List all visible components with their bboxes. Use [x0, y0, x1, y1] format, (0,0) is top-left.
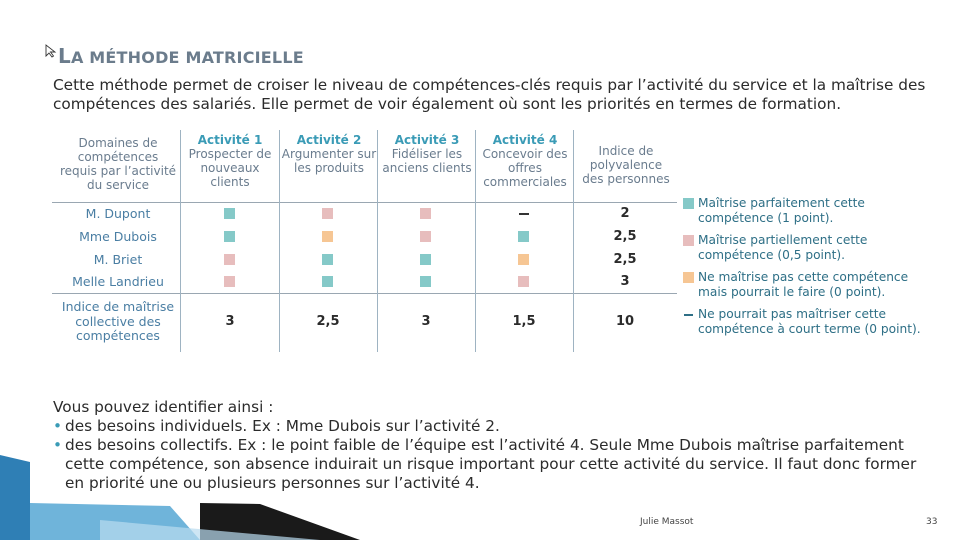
decorative-wave	[0, 455, 360, 540]
column-header-activite-3: Activité 3 Fidéliser les anciens clients	[382, 133, 472, 175]
header-divider	[52, 202, 677, 203]
bullet-individual: des besoins individuels. Ex : Mme Dubois…	[53, 417, 933, 436]
bullet-collective: des besoins collectifs. Ex : le point fa…	[53, 436, 933, 493]
row-label: Mme Dubois	[79, 229, 157, 244]
footer-author: Julie Massot	[640, 517, 694, 527]
column-divider	[475, 130, 476, 352]
legend-item-pink: Maîtrise partiellement cette compétence …	[683, 233, 928, 263]
pink-square-mark	[224, 254, 235, 265]
column-header-activite-2: Activité 2 Argumenter sur les produits	[281, 133, 377, 175]
collective-value: 1,5	[512, 314, 536, 329]
collective-value: 3	[225, 314, 235, 329]
pink-square-mark	[420, 208, 431, 219]
teal-square-mark	[518, 231, 529, 242]
teal-square-mark	[322, 276, 333, 287]
conclusion-text: Vous pouvez identifier ainsi : des besoi…	[53, 398, 933, 493]
legend-item-teal: Maîtrise parfaitement cette compétence (…	[683, 196, 928, 226]
legend-item-dash: Ne pourrait pas maîtriser cette compéten…	[683, 307, 928, 337]
orange-square-mark	[518, 254, 529, 265]
body-divider	[52, 293, 677, 294]
row-index-value: 2	[620, 206, 630, 221]
row-index-value: 2,5	[613, 252, 637, 267]
column-header-activite-1: Activité 1 Prospecter de nouveaux clients	[188, 133, 272, 189]
collective-value: 10	[615, 314, 635, 329]
pink-square-mark	[322, 208, 333, 219]
pink-square-mark	[518, 276, 529, 287]
column-divider	[279, 130, 280, 352]
collective-value: 2,5	[316, 314, 340, 329]
column-header-activite-4: Activité 4 Concevoir des offres commercia…	[482, 133, 568, 189]
row-label: M. Briet	[93, 252, 143, 267]
pointer-bullet-icon	[45, 44, 57, 58]
legend-item-orange: Ne maîtrise pas cette compétence mais po…	[683, 270, 928, 300]
column-divider	[180, 130, 181, 352]
pink-square-mark	[224, 276, 235, 287]
conclusion-lead: Vous pouvez identifier ainsi :	[53, 398, 274, 416]
row-label: Melle Landrieu	[72, 274, 164, 289]
legend: Maîtrise parfaitement cette compétence (…	[683, 196, 928, 344]
teal-square-mark	[224, 231, 235, 242]
intro-paragraph: Cette méthode permet de croiser le nivea…	[53, 76, 926, 113]
orange-square-icon	[683, 272, 694, 283]
orange-square-mark	[322, 231, 333, 242]
column-divider	[573, 130, 574, 352]
collective-value: 3	[421, 314, 431, 329]
collective-index-label: Indice de maîtrise collective des compét…	[61, 299, 175, 343]
teal-square-mark	[322, 254, 333, 265]
page-title: LA MÉTHODE MATRICIELLE	[58, 44, 304, 68]
dash-icon	[684, 314, 693, 316]
column-divider	[377, 130, 378, 352]
row-label: M. Dupont	[85, 206, 151, 221]
teal-square-mark	[420, 254, 431, 265]
row-index-value: 2,5	[613, 229, 637, 244]
pink-square-icon	[683, 235, 694, 246]
page-number: 33	[926, 517, 938, 527]
column-header-index: Indice de polyvalence des personnes	[582, 144, 670, 186]
teal-square-mark	[224, 208, 235, 219]
pink-square-mark	[420, 231, 431, 242]
corner-header: Domaines de compétences requis par l’act…	[59, 136, 177, 192]
row-index-value: 3	[620, 274, 630, 289]
dash-mark	[519, 213, 529, 215]
teal-square-mark	[420, 276, 431, 287]
teal-square-icon	[683, 198, 694, 209]
